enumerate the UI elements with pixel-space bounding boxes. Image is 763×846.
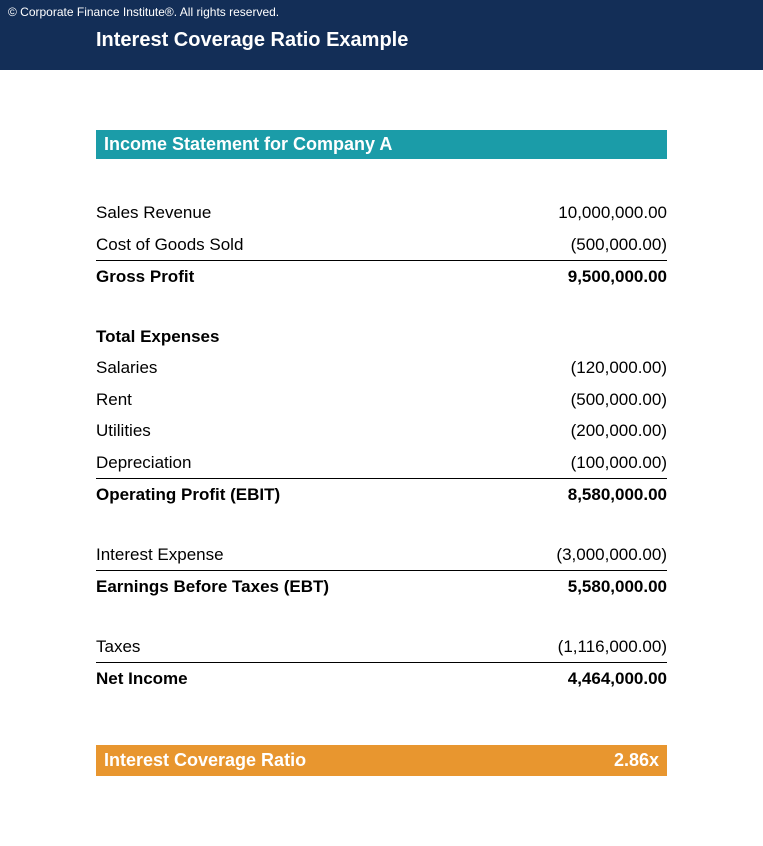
row-rent: Rent (500,000.00) [96, 384, 667, 416]
label-interest-expense: Interest Expense [96, 542, 487, 568]
value-depreciation: (100,000.00) [487, 450, 667, 476]
page-title: Interest Coverage Ratio Example [0, 29, 763, 70]
gap-3 [96, 603, 667, 631]
row-ebt: Earnings Before Taxes (EBT) 5,580,000.00 [96, 570, 667, 603]
value-net-income: 4,464,000.00 [487, 666, 667, 692]
row-cogs: Cost of Goods Sold (500,000.00) [96, 229, 667, 261]
value-sales-revenue: 10,000,000.00 [487, 200, 667, 226]
gap-2 [96, 511, 667, 539]
label-net-income: Net Income [96, 666, 487, 692]
ratio-value: 2.86x [614, 750, 659, 771]
label-ebt: Earnings Before Taxes (EBT) [96, 574, 487, 600]
row-taxes: Taxes (1,116,000.00) [96, 631, 667, 663]
value-salaries: (120,000.00) [487, 355, 667, 381]
copyright-text: © Corporate Finance Institute®. All righ… [0, 0, 763, 29]
value-utilities: (200,000.00) [487, 418, 667, 444]
row-net-income: Net Income 4,464,000.00 [96, 662, 667, 695]
label-sales-revenue: Sales Revenue [96, 200, 487, 226]
label-cogs: Cost of Goods Sold [96, 232, 487, 258]
label-utilities: Utilities [96, 418, 487, 444]
value-rent: (500,000.00) [487, 387, 667, 413]
label-gross-profit: Gross Profit [96, 264, 487, 290]
header-bar: © Corporate Finance Institute®. All righ… [0, 0, 763, 70]
total-expenses-header: Total Expenses [96, 321, 667, 353]
row-depreciation: Depreciation (100,000.00) [96, 447, 667, 479]
content-area: Income Statement for Company A Sales Rev… [0, 70, 763, 776]
ratio-label: Interest Coverage Ratio [104, 750, 306, 771]
label-rent: Rent [96, 387, 487, 413]
value-cogs: (500,000.00) [487, 232, 667, 258]
row-sales-revenue: Sales Revenue 10,000,000.00 [96, 197, 667, 229]
statement-title: Income Statement for Company A [96, 130, 667, 159]
label-taxes: Taxes [96, 634, 487, 660]
value-interest-expense: (3,000,000.00) [487, 542, 667, 568]
label-operating-profit: Operating Profit (EBIT) [96, 482, 487, 508]
row-utilities: Utilities (200,000.00) [96, 415, 667, 447]
value-operating-profit: 8,580,000.00 [487, 482, 667, 508]
row-salaries: Salaries (120,000.00) [96, 352, 667, 384]
label-depreciation: Depreciation [96, 450, 487, 476]
row-operating-profit: Operating Profit (EBIT) 8,580,000.00 [96, 478, 667, 511]
label-salaries: Salaries [96, 355, 487, 381]
gap-1 [96, 293, 667, 321]
row-gross-profit: Gross Profit 9,500,000.00 [96, 260, 667, 293]
value-ebt: 5,580,000.00 [487, 574, 667, 600]
ratio-bar: Interest Coverage Ratio 2.86x [96, 745, 667, 776]
value-gross-profit: 9,500,000.00 [487, 264, 667, 290]
value-taxes: (1,116,000.00) [487, 634, 667, 660]
row-interest-expense: Interest Expense (3,000,000.00) [96, 539, 667, 571]
